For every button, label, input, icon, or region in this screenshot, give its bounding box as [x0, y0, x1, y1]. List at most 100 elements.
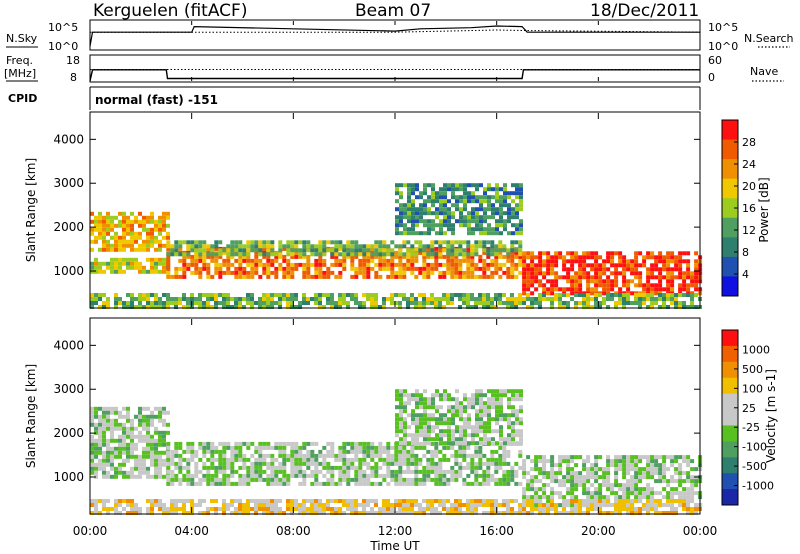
heatmap-cell — [486, 248, 491, 253]
heatmap-cell — [538, 255, 543, 260]
heatmap-cell — [362, 453, 367, 458]
heatmap-cell — [494, 266, 499, 271]
heatmap-cell — [98, 511, 102, 515]
heatmap-cell — [403, 223, 407, 228]
heatmap-cell — [534, 491, 539, 496]
heatmap-cell — [446, 258, 451, 263]
heatmap-cell — [434, 473, 439, 478]
heatmap-cell — [130, 474, 134, 479]
heatmap-cell — [534, 275, 539, 280]
heatmap-cell — [558, 305, 562, 309]
heatmap-cell — [515, 211, 519, 216]
heatmap-cell — [370, 258, 375, 263]
heatmap-cell — [479, 183, 483, 188]
heatmap-cell — [342, 248, 347, 253]
heatmap-cell — [406, 469, 411, 474]
heatmap-cell — [491, 227, 495, 232]
heatmap-cell — [142, 470, 146, 475]
heatmap-cell — [438, 252, 443, 257]
heatmap-cell — [519, 191, 523, 196]
heatmap-cell — [610, 297, 614, 301]
heatmap-cell — [238, 503, 242, 507]
heatmap-cell — [410, 244, 415, 249]
heatmap-cell — [482, 293, 486, 297]
heatmap-cell — [382, 262, 387, 267]
heatmap-cell — [458, 503, 462, 507]
heatmap-cell — [282, 270, 287, 275]
heatmap-cell — [318, 252, 323, 257]
heatmap-cell — [518, 252, 523, 257]
heatmap-cell — [122, 247, 126, 252]
heatmap-cell — [202, 453, 207, 458]
heatmap-cell — [451, 215, 455, 220]
heatmap-cell — [158, 470, 162, 475]
heatmap-cell — [614, 459, 619, 464]
heatmap-cell — [98, 406, 102, 411]
y-tick-label: 4000 — [53, 132, 84, 146]
heatmap-cell — [242, 457, 247, 462]
heatmap-cell — [542, 511, 546, 515]
heatmap-cell — [202, 445, 207, 450]
heatmap-cell — [423, 425, 427, 430]
heatmap-cell — [650, 487, 655, 492]
heatmap-cell — [142, 227, 146, 232]
noise-left-tick-high: 10^5 — [48, 21, 78, 34]
heatmap-cell — [606, 251, 611, 256]
heatmap-cell — [682, 495, 687, 500]
heatmap-cell — [407, 219, 411, 224]
heatmap-cell — [602, 297, 606, 301]
heatmap-cell — [634, 297, 638, 301]
heatmap-cell — [610, 459, 615, 464]
heatmap-cell — [106, 458, 110, 463]
heatmap-cell — [258, 457, 263, 462]
heatmap-cell — [654, 301, 658, 305]
heatmap-cell — [435, 389, 439, 394]
heatmap-cell — [206, 449, 211, 454]
heatmap-cell — [475, 421, 479, 426]
heatmap-cell — [690, 297, 694, 301]
heatmap-cell — [654, 283, 659, 288]
heatmap-cell — [162, 462, 166, 467]
heatmap-cell — [210, 305, 214, 309]
heatmap-cell — [330, 473, 335, 478]
heatmap-cell — [434, 305, 438, 309]
heatmap-cell — [278, 507, 282, 511]
heatmap-cell — [246, 507, 250, 511]
heatmap-cell — [122, 430, 126, 435]
heatmap-cell — [482, 262, 487, 267]
heatmap-cell — [598, 475, 603, 480]
heatmap-cell — [210, 254, 215, 259]
heatmap-cell — [318, 248, 323, 253]
heatmap-cell — [302, 457, 307, 462]
heatmap-cell — [450, 252, 455, 257]
heatmap-cell — [483, 187, 487, 192]
heatmap-cell — [462, 457, 467, 462]
heatmap-cell — [495, 409, 499, 414]
heatmap-cell — [162, 215, 166, 220]
heatmap-cell — [90, 438, 94, 443]
heatmap-cell — [682, 279, 687, 284]
heatmap-cell — [658, 267, 663, 272]
heatmap-cell — [566, 475, 571, 480]
heatmap-cell — [270, 258, 275, 263]
heatmap-cell — [502, 270, 507, 275]
heatmap-cell — [374, 293, 378, 297]
heatmap-cell — [474, 481, 479, 486]
heatmap-cell — [642, 467, 647, 472]
heatmap-cell — [447, 215, 451, 220]
heatmap-cell — [415, 223, 419, 228]
heatmap-cell — [614, 479, 619, 484]
heatmap-cell — [266, 266, 271, 271]
heatmap-cell — [418, 270, 423, 275]
heatmap-cell — [447, 417, 451, 422]
heatmap-cell — [142, 450, 146, 455]
heatmap-cell — [286, 305, 290, 309]
heatmap-cell — [654, 263, 659, 268]
heatmap-cell — [258, 252, 263, 257]
heatmap-cell — [678, 475, 683, 480]
heatmap-cell — [222, 511, 226, 515]
heatmap-cell — [374, 244, 379, 249]
heatmap-cell — [106, 507, 110, 511]
heatmap-cell — [126, 470, 130, 475]
heatmap-cell — [550, 287, 555, 292]
